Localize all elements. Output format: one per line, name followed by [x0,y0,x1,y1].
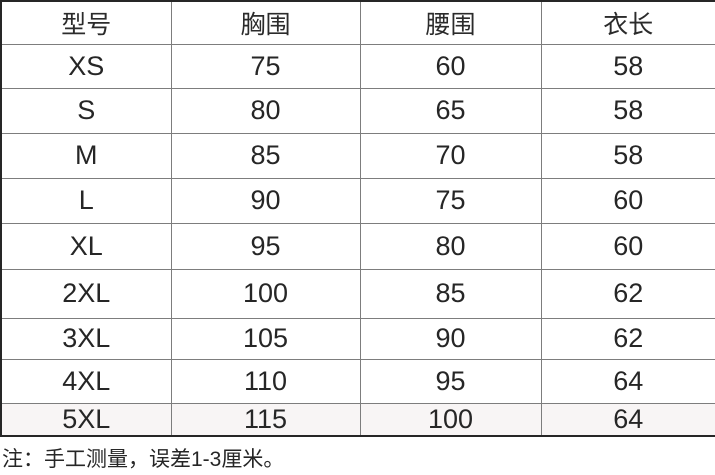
cell-model: 5XL [0,402,172,436]
cell-waist: 75 [359,177,542,224]
cell-bust: 100 [170,268,361,319]
cell-bust: 105 [170,317,361,360]
measurement-note: 注：手工测量，误差1-3厘米。 [2,447,285,471]
cell-waist: 65 [359,87,542,134]
cell-bust: 115 [170,402,361,436]
cell-waist: 90 [359,317,542,360]
col-header-model: 型号 [0,0,172,45]
cell-length: 58 [540,87,715,134]
col-header-bust: 胸围 [170,0,361,45]
header-row: 型号 胸围 腰围 衣长 [0,0,715,45]
size-row-xs: XS 75 60 58 [0,43,715,89]
size-row-xl: XL 95 80 60 [0,222,715,270]
size-chart-table: 型号 胸围 腰围 衣长 XS 75 60 58 S 80 65 58 M 85 … [0,0,715,437]
cell-length: 64 [540,402,715,436]
cell-bust: 85 [170,132,361,179]
cell-waist: 95 [359,358,542,404]
cell-length: 60 [540,177,715,224]
cell-model: L [0,177,172,224]
cell-length: 58 [540,132,715,179]
cell-model: XL [0,222,172,270]
cell-length: 64 [540,358,715,404]
col-header-waist: 腰围 [359,0,542,45]
cell-length: 60 [540,222,715,270]
size-row-l: L 90 75 60 [0,177,715,224]
cell-length: 62 [540,317,715,360]
cell-length: 62 [540,268,715,319]
cell-waist: 70 [359,132,542,179]
size-row-3xl: 3XL 105 90 62 [0,317,715,360]
cell-bust: 95 [170,222,361,270]
cell-waist: 85 [359,268,542,319]
cell-bust: 110 [170,358,361,404]
size-row-m: M 85 70 58 [0,132,715,179]
cell-length: 58 [540,43,715,89]
cell-model: M [0,132,172,179]
cell-bust: 75 [170,43,361,89]
cell-waist: 60 [359,43,542,89]
cell-model: 4XL [0,358,172,404]
cell-model: 2XL [0,268,172,319]
cell-model: S [0,87,172,134]
cell-waist: 100 [359,402,542,436]
cell-bust: 80 [170,87,361,134]
cell-model: XS [0,43,172,89]
cell-waist: 80 [359,222,542,270]
col-header-length: 衣长 [540,0,715,45]
size-row-4xl: 4XL 110 95 64 [0,358,715,404]
cell-bust: 90 [170,177,361,224]
size-row-2xl: 2XL 100 85 62 [0,268,715,319]
size-row-5xl: 5XL 115 100 64 [0,402,715,436]
cell-model: 3XL [0,317,172,360]
size-row-s: S 80 65 58 [0,87,715,134]
